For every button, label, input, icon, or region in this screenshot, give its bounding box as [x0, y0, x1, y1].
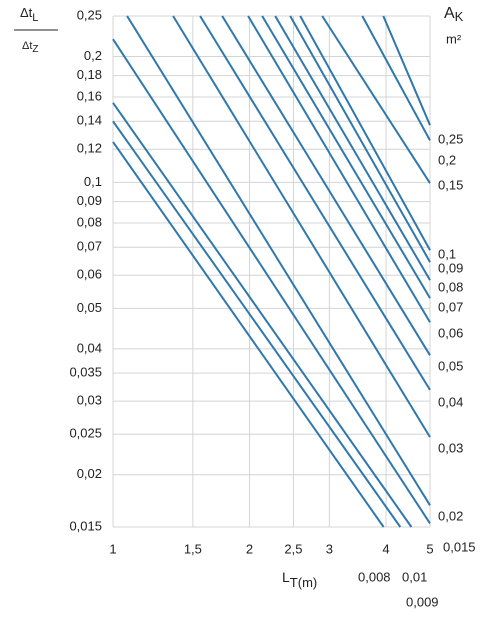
- curve: [112, 102, 413, 528]
- y-tick-label: 0,06: [77, 267, 102, 282]
- x-tick-label: 1: [109, 541, 116, 556]
- curve: [221, 15, 431, 356]
- y-tick-label: 0,09: [77, 193, 102, 208]
- y-label-top: ΔtL: [20, 5, 38, 23]
- y-tick-label: 0,12: [77, 141, 102, 156]
- x-tick-label: 2,5: [284, 541, 302, 556]
- curve: [361, 15, 431, 141]
- curve: [321, 15, 431, 184]
- y-tick-label: 0,08: [77, 214, 102, 229]
- curve: [199, 15, 431, 391]
- series-label: 0,06: [438, 325, 463, 340]
- series-label: 0,07: [438, 299, 463, 314]
- y-tick-label: 0,03: [77, 393, 102, 408]
- series-label: 0,009: [406, 594, 439, 609]
- y-tick-label: 0,16: [77, 88, 102, 103]
- y-tick-label: 0,2: [84, 48, 102, 63]
- curve: [261, 15, 431, 299]
- curve: [299, 15, 431, 251]
- series-label: 0,05: [438, 358, 463, 373]
- x-tick-label: 2: [246, 541, 253, 556]
- curve: [112, 120, 402, 528]
- curve: [172, 15, 431, 438]
- y-tick-label: 0,14: [77, 113, 102, 128]
- y-tick-label: 0,015: [69, 518, 102, 533]
- series-label: 0,04: [438, 394, 463, 409]
- curve: [126, 15, 431, 506]
- y-tick-label: 0,1: [84, 174, 102, 189]
- curve: [274, 15, 431, 281]
- series-label: 0,1: [438, 246, 456, 261]
- series-label: 0,08: [438, 279, 463, 294]
- y-tick-label: 0,02: [77, 466, 102, 481]
- series-label: 0,03: [438, 440, 463, 455]
- y-tick-label: 0,025: [69, 426, 102, 441]
- y-tick-label: 0,035: [69, 365, 102, 380]
- series-label: 0,015: [443, 539, 476, 554]
- x-tick-label: 3: [326, 541, 333, 556]
- curve: [247, 15, 431, 323]
- series-label: 0,09: [438, 260, 463, 275]
- legend-unit: m²: [446, 31, 462, 46]
- x-tick-label: 5: [426, 541, 433, 556]
- series-label: 0,2: [438, 152, 456, 167]
- series-label: 0,008: [358, 569, 391, 584]
- x-tick-label: 1,5: [184, 541, 202, 556]
- y-tick-label: 0,07: [77, 239, 102, 254]
- y-tick-label: 0,18: [77, 67, 102, 82]
- y-tick-label: 0,05: [77, 300, 102, 315]
- curve: [289, 15, 431, 263]
- series-label: 0,02: [438, 508, 463, 523]
- curve: [112, 141, 385, 528]
- x-label: LT(m): [282, 569, 317, 591]
- series-label: 0,25: [438, 131, 463, 146]
- series-label: 0,01: [402, 569, 427, 584]
- y-tick-label: 0,25: [77, 7, 102, 22]
- y-tick-label: 0,04: [77, 340, 102, 355]
- curve: [112, 38, 431, 524]
- y-label-bottom: ΔtZ: [22, 40, 39, 55]
- x-tick-label: 4: [382, 541, 389, 556]
- legend-title: AK: [444, 5, 464, 24]
- series-label: 0,15: [438, 177, 463, 192]
- curve: [382, 15, 431, 126]
